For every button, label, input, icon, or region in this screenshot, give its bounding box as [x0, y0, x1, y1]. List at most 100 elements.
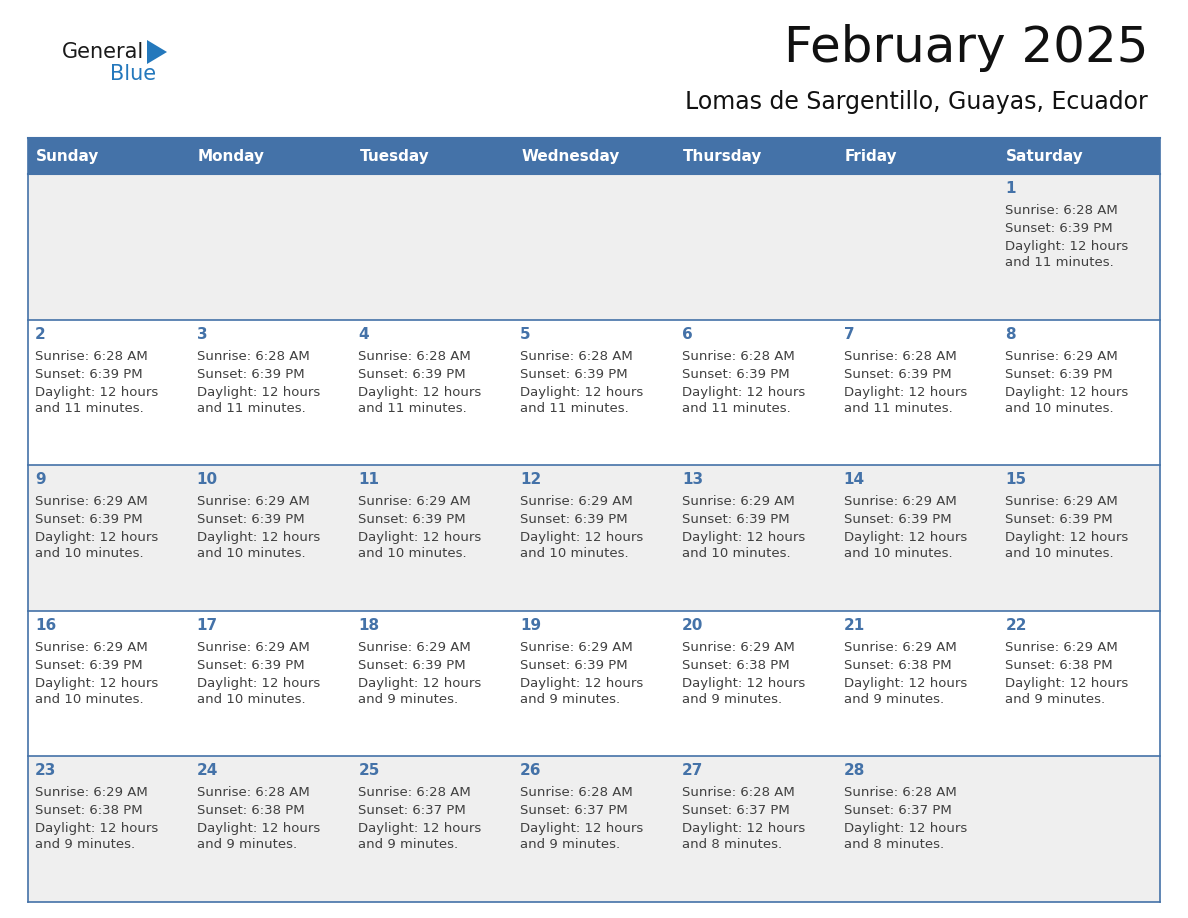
Text: and 9 minutes.: and 9 minutes. — [197, 838, 297, 851]
Text: Sunrise: 6:29 AM: Sunrise: 6:29 AM — [359, 495, 472, 509]
Text: Sunset: 6:39 PM: Sunset: 6:39 PM — [1005, 367, 1113, 381]
Text: and 10 minutes.: and 10 minutes. — [520, 547, 628, 560]
Text: Sunrise: 6:28 AM: Sunrise: 6:28 AM — [34, 350, 147, 363]
Text: Sunrise: 6:29 AM: Sunrise: 6:29 AM — [34, 787, 147, 800]
Text: Daylight: 12 hours: Daylight: 12 hours — [359, 823, 481, 835]
Text: Sunrise: 6:29 AM: Sunrise: 6:29 AM — [520, 495, 633, 509]
Text: and 8 minutes.: and 8 minutes. — [682, 838, 782, 851]
Text: and 10 minutes.: and 10 minutes. — [197, 693, 305, 706]
Text: Daylight: 12 hours: Daylight: 12 hours — [34, 386, 158, 398]
Text: Daylight: 12 hours: Daylight: 12 hours — [359, 532, 481, 544]
Text: and 10 minutes.: and 10 minutes. — [1005, 547, 1114, 560]
Text: Sunrise: 6:28 AM: Sunrise: 6:28 AM — [197, 787, 309, 800]
Text: 15: 15 — [1005, 472, 1026, 487]
Text: Sunrise: 6:28 AM: Sunrise: 6:28 AM — [520, 350, 633, 363]
Text: Sunset: 6:39 PM: Sunset: 6:39 PM — [1005, 513, 1113, 526]
Bar — [352, 756, 513, 902]
Text: Daylight: 12 hours: Daylight: 12 hours — [843, 677, 967, 689]
Text: and 10 minutes.: and 10 minutes. — [843, 547, 953, 560]
Text: 16: 16 — [34, 618, 56, 633]
Text: Sunrise: 6:29 AM: Sunrise: 6:29 AM — [1005, 350, 1118, 363]
Bar — [513, 319, 675, 465]
Text: 11: 11 — [359, 472, 379, 487]
Bar — [513, 756, 675, 902]
Text: Daylight: 12 hours: Daylight: 12 hours — [520, 823, 644, 835]
Text: Sunrise: 6:28 AM: Sunrise: 6:28 AM — [520, 787, 633, 800]
Bar — [675, 138, 836, 174]
Text: Daylight: 12 hours: Daylight: 12 hours — [34, 532, 158, 544]
Text: Sunrise: 6:29 AM: Sunrise: 6:29 AM — [359, 641, 472, 654]
Bar — [190, 465, 352, 610]
Text: Daylight: 12 hours: Daylight: 12 hours — [197, 532, 320, 544]
Text: 22: 22 — [1005, 618, 1026, 633]
Text: Thursday: Thursday — [683, 149, 763, 163]
Text: Sunset: 6:39 PM: Sunset: 6:39 PM — [843, 513, 952, 526]
Text: Sunset: 6:38 PM: Sunset: 6:38 PM — [682, 659, 790, 672]
Bar — [836, 319, 998, 465]
Bar — [998, 465, 1159, 610]
Text: Daylight: 12 hours: Daylight: 12 hours — [682, 677, 805, 689]
Text: 10: 10 — [197, 472, 217, 487]
Text: Sunset: 6:39 PM: Sunset: 6:39 PM — [682, 367, 790, 381]
Text: Sunset: 6:39 PM: Sunset: 6:39 PM — [197, 513, 304, 526]
Text: Daylight: 12 hours: Daylight: 12 hours — [520, 386, 644, 398]
Bar — [29, 319, 190, 465]
Text: Daylight: 12 hours: Daylight: 12 hours — [34, 677, 158, 689]
Text: and 11 minutes.: and 11 minutes. — [843, 401, 953, 415]
Bar — [836, 465, 998, 610]
Text: Daylight: 12 hours: Daylight: 12 hours — [682, 823, 805, 835]
Text: 23: 23 — [34, 764, 56, 778]
Text: Daylight: 12 hours: Daylight: 12 hours — [1005, 532, 1129, 544]
Text: Sunrise: 6:29 AM: Sunrise: 6:29 AM — [682, 495, 795, 509]
Text: Sunrise: 6:28 AM: Sunrise: 6:28 AM — [682, 350, 795, 363]
Text: Sunset: 6:39 PM: Sunset: 6:39 PM — [34, 367, 143, 381]
Text: and 11 minutes.: and 11 minutes. — [34, 401, 144, 415]
Bar — [513, 174, 675, 319]
Bar — [836, 610, 998, 756]
Text: Sunset: 6:39 PM: Sunset: 6:39 PM — [34, 659, 143, 672]
Bar — [29, 610, 190, 756]
Text: Sunset: 6:38 PM: Sunset: 6:38 PM — [197, 804, 304, 817]
Text: Sunrise: 6:29 AM: Sunrise: 6:29 AM — [197, 641, 309, 654]
Text: 19: 19 — [520, 618, 542, 633]
Text: Sunrise: 6:28 AM: Sunrise: 6:28 AM — [843, 350, 956, 363]
Text: Daylight: 12 hours: Daylight: 12 hours — [843, 386, 967, 398]
Text: Daylight: 12 hours: Daylight: 12 hours — [197, 677, 320, 689]
Text: 25: 25 — [359, 764, 380, 778]
Bar — [998, 756, 1159, 902]
Bar — [513, 138, 675, 174]
Text: and 10 minutes.: and 10 minutes. — [197, 547, 305, 560]
Bar — [352, 138, 513, 174]
Text: 5: 5 — [520, 327, 531, 341]
Text: Sunrise: 6:28 AM: Sunrise: 6:28 AM — [359, 787, 472, 800]
Text: 3: 3 — [197, 327, 208, 341]
Text: 18: 18 — [359, 618, 379, 633]
Bar — [513, 610, 675, 756]
Text: and 11 minutes.: and 11 minutes. — [682, 401, 790, 415]
Text: Sunrise: 6:28 AM: Sunrise: 6:28 AM — [843, 787, 956, 800]
Text: Wednesday: Wednesday — [522, 149, 619, 163]
Text: and 11 minutes.: and 11 minutes. — [197, 401, 305, 415]
Polygon shape — [147, 40, 168, 64]
Text: Daylight: 12 hours: Daylight: 12 hours — [520, 677, 644, 689]
Text: and 9 minutes.: and 9 minutes. — [359, 838, 459, 851]
Text: and 10 minutes.: and 10 minutes. — [1005, 401, 1114, 415]
Bar — [998, 174, 1159, 319]
Bar — [190, 610, 352, 756]
Bar — [998, 319, 1159, 465]
Text: and 8 minutes.: and 8 minutes. — [843, 838, 943, 851]
Text: Daylight: 12 hours: Daylight: 12 hours — [1005, 677, 1129, 689]
Text: 4: 4 — [359, 327, 369, 341]
Text: and 9 minutes.: and 9 minutes. — [34, 838, 135, 851]
Bar — [836, 138, 998, 174]
Text: February 2025: February 2025 — [784, 24, 1148, 72]
Text: Sunset: 6:39 PM: Sunset: 6:39 PM — [843, 367, 952, 381]
Text: and 10 minutes.: and 10 minutes. — [34, 693, 144, 706]
Text: Daylight: 12 hours: Daylight: 12 hours — [359, 386, 481, 398]
Text: Sunrise: 6:29 AM: Sunrise: 6:29 AM — [682, 641, 795, 654]
Text: Sunset: 6:37 PM: Sunset: 6:37 PM — [682, 804, 790, 817]
Text: and 11 minutes.: and 11 minutes. — [520, 401, 628, 415]
Bar — [190, 756, 352, 902]
Text: Saturday: Saturday — [1006, 149, 1083, 163]
Text: and 10 minutes.: and 10 minutes. — [682, 547, 790, 560]
